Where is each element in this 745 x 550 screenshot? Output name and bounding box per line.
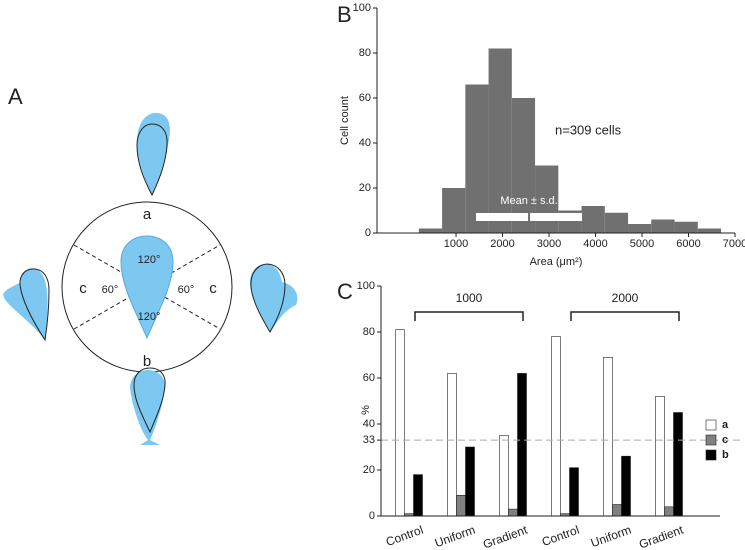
cell-outline <box>250 263 286 333</box>
x-tick-label: Control <box>540 523 581 549</box>
bar <box>413 474 423 517</box>
cell <box>130 370 166 445</box>
y-tick-label: 20 <box>363 464 375 476</box>
bar <box>551 336 561 517</box>
mean-sd-label: Mean ± s.d. <box>500 195 557 207</box>
panel-label: B <box>337 2 352 27</box>
y-tick-label: 0 <box>365 227 371 239</box>
y-tick-label: 40 <box>363 418 375 430</box>
bar <box>655 396 665 517</box>
y-tick-label: 20 <box>359 182 371 194</box>
y-tick-label: 60 <box>363 372 375 384</box>
bar <box>621 455 631 517</box>
legend-label: c <box>722 434 728 446</box>
histogram-bar <box>442 188 466 233</box>
angle-label: 60° <box>102 284 119 296</box>
legend-swatch <box>705 419 717 431</box>
bar <box>664 506 674 517</box>
y-tick-label: 33 <box>363 434 375 446</box>
x-tick-label: Control <box>384 523 425 549</box>
histogram-bar <box>488 48 512 233</box>
x-tick-label: Gradient <box>481 522 530 550</box>
cell-outline <box>133 367 166 434</box>
panel-label: A <box>8 84 23 109</box>
y-tick-label: 80 <box>359 47 371 59</box>
group-label: 2000 <box>612 291 639 305</box>
x-tick-label: 2000 <box>490 238 514 250</box>
histogram-bar <box>628 224 652 233</box>
y-tick-label: 40 <box>359 137 371 149</box>
cell <box>250 263 298 332</box>
x-tick-label: Gradient <box>637 522 686 550</box>
cell-outline <box>19 268 50 342</box>
histogram-bar <box>418 228 443 233</box>
central-cell <box>120 235 174 340</box>
bar <box>447 373 457 517</box>
x-axis-label: Area (μm²) <box>530 256 583 268</box>
cell <box>136 112 170 195</box>
angle-label: 60° <box>178 284 195 296</box>
histogram-bar <box>604 212 629 233</box>
x-tick-label: 3000 <box>537 238 561 250</box>
bar <box>395 329 405 517</box>
x-tick-label: 6000 <box>676 238 700 250</box>
histogram-bar <box>651 219 675 233</box>
annotation: n=309 cells <box>555 122 622 137</box>
histogram-bar <box>674 221 698 233</box>
group-label: 1000 <box>456 291 483 305</box>
bar <box>612 504 622 517</box>
histogram-bar <box>697 228 722 233</box>
legend-label: b <box>722 449 729 461</box>
sector-label: a <box>143 206 152 223</box>
y-axis-label: % <box>360 405 372 415</box>
histogram-bar <box>465 84 489 233</box>
x-tick-label: 7000 <box>723 238 745 250</box>
group-bracket <box>570 311 680 321</box>
x-tick-label: 1000 <box>444 238 468 250</box>
sector-label: b <box>143 353 151 370</box>
legend-swatch <box>705 449 717 461</box>
bar <box>456 494 466 517</box>
bar <box>499 435 509 517</box>
bar <box>517 373 527 517</box>
bar <box>508 508 518 517</box>
y-tick-label: 0 <box>369 510 375 522</box>
y-tick-label: 100 <box>357 280 375 292</box>
x-tick-label: Uniform <box>589 523 633 550</box>
bar <box>603 356 613 517</box>
bar <box>569 467 579 517</box>
angle-label: 120° <box>138 311 161 323</box>
x-tick-label: Uniform <box>433 523 477 550</box>
y-tick-label: 60 <box>359 92 371 104</box>
y-tick-label: 100 <box>353 2 371 14</box>
group-bracket <box>414 311 524 321</box>
x-tick-label: 5000 <box>630 238 654 250</box>
cell-outline <box>136 123 168 197</box>
panel-label: C <box>337 279 353 304</box>
diagram: a b c c 60° 60° 120° 120° <box>3 112 298 445</box>
angle-label: 120° <box>138 254 161 266</box>
bar <box>673 412 683 517</box>
bar <box>465 446 475 517</box>
legend-label: a <box>722 419 729 431</box>
histogram-bar <box>581 206 605 233</box>
sector-label: c <box>209 280 217 297</box>
legend-swatch <box>705 434 717 446</box>
sector-label: c <box>79 280 87 297</box>
histogram-bar <box>511 98 536 233</box>
x-tick-label: 4000 <box>583 238 607 250</box>
y-tick-label: 80 <box>363 326 375 338</box>
y-axis-label: Cell count <box>339 96 351 145</box>
